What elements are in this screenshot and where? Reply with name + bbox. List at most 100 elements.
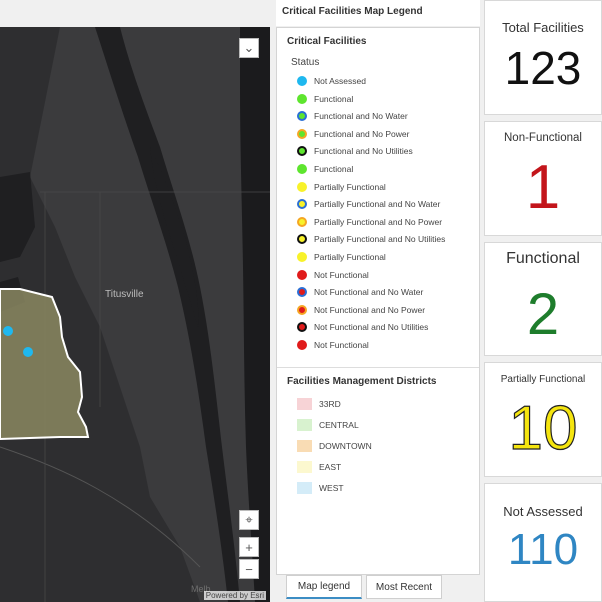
stat-card-non-functional: Non-Functional 1 (484, 121, 602, 236)
map-attribution[interactable]: Powered by Esri (203, 591, 266, 600)
status-symbol-icon (297, 304, 307, 315)
stat-value: 10 (508, 393, 578, 463)
legend-item: Not Functional (297, 267, 369, 283)
facility-point (3, 326, 13, 336)
stat-label: Non-Functional (504, 132, 582, 144)
legend-item: Not Functional (297, 337, 369, 353)
tab-map-legend[interactable]: Map legend (286, 575, 362, 599)
status-symbol-icon (297, 93, 307, 104)
district-polygon (0, 288, 90, 441)
legend-item-label: Not Functional and No Power (314, 304, 426, 315)
legend-item: Not Functional and No Power (297, 302, 425, 318)
basemap (0, 27, 270, 602)
stat-value: 123 (504, 42, 582, 94)
legend-item: Partially Functional and No Water (297, 196, 440, 212)
stat-value: 110 (507, 525, 579, 574)
zoom-out-icon: − (245, 561, 253, 577)
layer-title: Critical Facilities (287, 36, 367, 47)
stat-card-total: Total Facilities 123 (484, 0, 602, 115)
legend-item: Not Assessed (297, 73, 366, 89)
stat-label: Not Assessed (503, 504, 583, 519)
legend-item: Partially Functional and No Utilities (297, 231, 445, 247)
status-symbol-icon (297, 181, 307, 192)
status-symbol-icon (297, 287, 307, 298)
district-swatch-icon (297, 398, 312, 410)
status-symbol-icon (297, 322, 307, 333)
district-swatch-icon (297, 482, 312, 494)
stat-value: 2 (526, 282, 560, 347)
stat-label: Total Facilities (502, 20, 584, 35)
stat-label: Functional (506, 250, 580, 267)
zoom-in-icon: + (245, 539, 253, 555)
legend-item: Partially Functional (297, 249, 386, 265)
legend-item-label: Functional and No Water (314, 111, 408, 122)
legend-divider (277, 367, 479, 368)
legend-item-label: Not Functional (314, 340, 369, 350)
tab-most-recent[interactable]: Most Recent (366, 575, 442, 599)
district-item: 33RD (297, 396, 341, 412)
panel-tabs: Map legend Most Recent (276, 575, 480, 602)
stat-card-not-assessed: Not Assessed 110 (484, 483, 602, 602)
status-symbol-icon (297, 199, 307, 210)
map-view[interactable]: ⌄ Titusville ⌖ + − Melb Powered by Esri (0, 27, 270, 602)
locate-icon: ⌖ (245, 512, 253, 527)
field-label: Status (291, 57, 320, 68)
legend-item-label: Partially Functional (314, 252, 386, 262)
district-item-label: WEST (319, 483, 344, 493)
status-symbol-icon (297, 252, 307, 262)
legend-item: Functional and No Water (297, 108, 408, 124)
facility-point (23, 347, 33, 357)
legend-item: Functional (297, 161, 353, 177)
district-item: CENTRAL (297, 417, 359, 433)
status-symbol-icon (297, 340, 307, 350)
status-symbol-icon (297, 76, 307, 86)
legend-item-label: Functional and No Utilities (314, 146, 413, 157)
legend-item-label: Functional (314, 164, 354, 174)
legend-item-label: Partially Functional and No Utilities (314, 234, 446, 245)
map-place-label: Melb (191, 584, 211, 594)
legend-item: Partially Functional (297, 179, 386, 195)
legend-item-label: Not Assessed (314, 76, 366, 86)
district-item-label: DOWNTOWN (319, 441, 372, 451)
legend-item: Not Functional and No Utilities (297, 319, 428, 335)
legend-item-label: Partially Functional (314, 181, 386, 192)
stat-card-partially-functional: Partially Functional 10 (484, 362, 602, 477)
locate-button[interactable]: ⌖ (239, 510, 259, 530)
zoom-in-button[interactable]: + (239, 537, 259, 557)
legend-item: Not Functional and No Water (297, 284, 423, 300)
legend-item-label: Not Functional and No Water (314, 287, 424, 298)
district-swatch-icon (297, 461, 312, 473)
stat-card-functional: Functional 2 (484, 242, 602, 356)
status-symbol-icon (297, 111, 307, 122)
district-item-label: 33RD (319, 399, 341, 409)
status-symbol-icon (297, 164, 307, 174)
status-symbol-icon (297, 146, 307, 157)
legend-item-label: Not Functional and No Utilities (314, 322, 429, 333)
legend-item-label: Partially Functional and No Power (314, 216, 443, 227)
stat-label: Partially Functional (500, 374, 586, 385)
legend-item-label: Not Functional (314, 269, 369, 280)
collapse-legend-button[interactable]: ⌄ (239, 38, 259, 58)
legend-header: Critical Facilities Map Legend (276, 0, 480, 26)
status-symbol-icon (297, 269, 307, 280)
status-symbol-icon (297, 234, 307, 245)
legend-item: Partially Functional and No Power (297, 214, 442, 230)
legend-item: Functional (297, 91, 353, 107)
legend-item-label: Functional (314, 93, 354, 104)
stat-value: 1 (525, 153, 561, 222)
legend-panel: Critical Facilities Status Not Assessed F… (276, 27, 480, 575)
districts-title: Facilities Management Districts (287, 376, 437, 387)
district-item-label: EAST (319, 462, 342, 472)
legend-item: Functional and No Utilities (297, 143, 413, 159)
double-chevron-down-icon: ⌄ (243, 40, 255, 55)
legend-item: Functional and No Power (297, 126, 409, 142)
district-item: DOWNTOWN (297, 438, 372, 454)
district-swatch-icon (297, 419, 312, 431)
city-label: Titusville (105, 289, 144, 300)
district-item: WEST (297, 480, 344, 496)
zoom-out-button[interactable]: − (239, 559, 259, 579)
district-swatch-icon (297, 440, 312, 452)
legend-item-label: Functional and No Power (314, 128, 410, 139)
district-item-label: CENTRAL (319, 420, 359, 430)
legend-item-label: Partially Functional and No Water (314, 199, 441, 210)
